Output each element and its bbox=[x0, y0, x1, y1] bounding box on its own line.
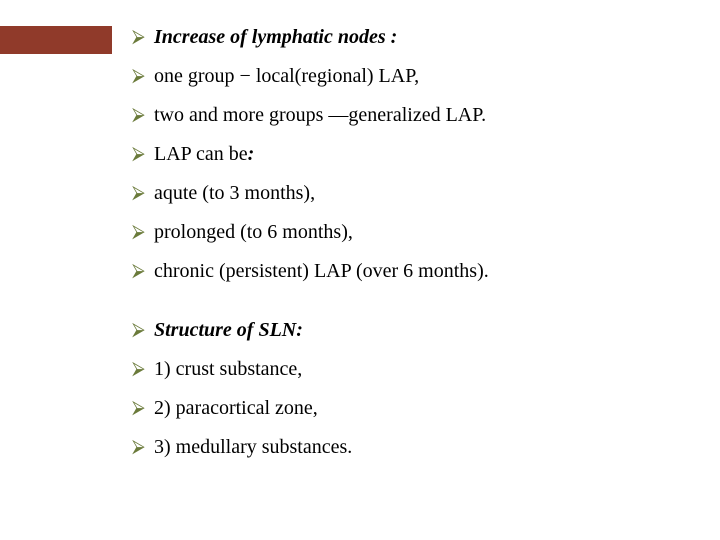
list-item: ⮚ LAP can be: bbox=[132, 141, 672, 168]
list-item-text-pre: LAP can be bbox=[154, 143, 248, 165]
list-item-text: two and more groups —generalized LAP. bbox=[154, 102, 672, 129]
list-item-text: 2) paracortical zone, bbox=[154, 395, 672, 422]
bullet-icon: ⮚ bbox=[132, 356, 154, 381]
list-item: ⮚ aqute (to 3 months), bbox=[132, 180, 672, 207]
bullet-icon: ⮚ bbox=[132, 102, 154, 127]
accent-bar bbox=[0, 26, 112, 54]
bullet-icon: ⮚ bbox=[132, 219, 154, 244]
list-item: ⮚ 1) crust substance, bbox=[132, 356, 672, 383]
slide: ⮚ Increase of lymphatic nodes : ⮚ one gr… bbox=[0, 0, 720, 540]
list-item-text: 1) crust substance, bbox=[154, 356, 672, 383]
list-item: ⮚ prolonged (to 6 months), bbox=[132, 219, 672, 246]
list-item: ⮚ 2) paracortical zone, bbox=[132, 395, 672, 422]
list-item: ⮚ chronic (persistent) LAP (over 6 month… bbox=[132, 258, 672, 285]
list-item-text: prolonged (to 6 months), bbox=[154, 219, 672, 246]
list-item: ⮚ two and more groups —generalized LAP. bbox=[132, 102, 672, 129]
bullet-icon: ⮚ bbox=[132, 395, 154, 420]
list-item: ⮚ 3) medullary substances. bbox=[132, 434, 672, 461]
bullet-icon: ⮚ bbox=[132, 317, 154, 342]
bullet-icon: ⮚ bbox=[132, 141, 154, 166]
list-item-text: one group − local(regional) LAP, bbox=[154, 63, 672, 90]
list-item: ⮚ Structure of SLN: bbox=[132, 317, 672, 344]
list-item-text: LAP can be: bbox=[154, 141, 672, 168]
list-item-text: 3) medullary substances. bbox=[154, 434, 672, 461]
bullet-icon: ⮚ bbox=[132, 24, 154, 49]
bullet-icon: ⮚ bbox=[132, 63, 154, 88]
list-item-text: chronic (persistent) LAP (over 6 months)… bbox=[154, 258, 672, 285]
list-item: ⮚ one group − local(regional) LAP, bbox=[132, 63, 672, 90]
list-item-text: aqute (to 3 months), bbox=[154, 180, 672, 207]
list-item-text: Increase of lymphatic nodes : bbox=[154, 24, 672, 51]
content-list: ⮚ Increase of lymphatic nodes : ⮚ one gr… bbox=[132, 24, 672, 473]
bullet-icon: ⮚ bbox=[132, 180, 154, 205]
list-item: ⮚ Increase of lymphatic nodes : bbox=[132, 24, 672, 51]
list-item-text: Structure of SLN: bbox=[154, 317, 672, 344]
bullet-icon: ⮚ bbox=[132, 258, 154, 283]
spacer bbox=[132, 297, 672, 317]
bullet-icon: ⮚ bbox=[132, 434, 154, 459]
list-item-text-post: : bbox=[248, 143, 255, 165]
